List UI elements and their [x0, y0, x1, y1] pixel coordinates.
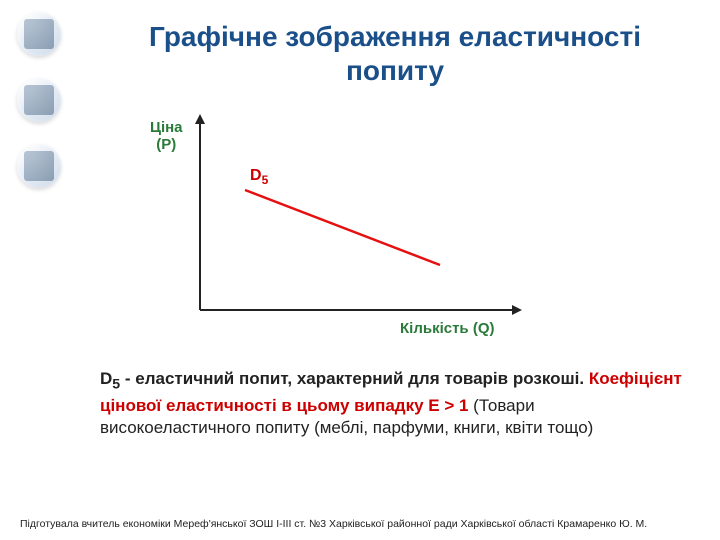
y-arrow [195, 114, 205, 124]
description: D5 - еластичний попит, характерний для т… [100, 368, 690, 440]
sidebar-bubbles [15, 10, 65, 208]
slide-title: Графічне зображення еластичності попиту [100, 20, 690, 87]
desc-d: D [100, 369, 112, 388]
desc-sub: 5 [112, 376, 120, 392]
demand-curve [245, 190, 440, 265]
x-arrow [512, 305, 522, 315]
bubble-2 [15, 76, 63, 124]
bubble-1 [15, 10, 63, 58]
x-axis-label: Кількість (Q) [400, 320, 494, 337]
chart-svg [120, 110, 540, 350]
curve-label: D5 [250, 167, 268, 187]
slide: { "title": "Графічне зображення еластичн… [0, 0, 720, 540]
footer-credit: Підготувала вчитель економіки Мереф'янсь… [20, 518, 700, 530]
y-axis-label: Ціна(Р) [150, 120, 183, 153]
desc-p1: - еластичний попит, характерний для това… [120, 369, 584, 388]
demand-chart: Ціна(Р) Кількість (Q) D5 [120, 110, 540, 350]
bubble-3 [15, 142, 63, 190]
